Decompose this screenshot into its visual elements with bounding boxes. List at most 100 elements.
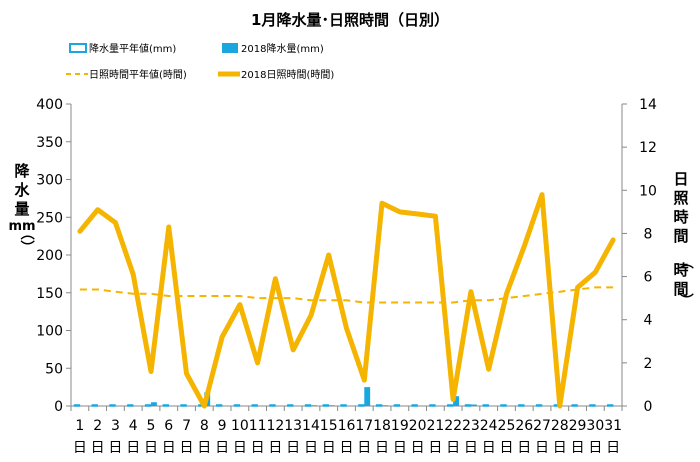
x-tick-suffix: 日: [535, 440, 549, 456]
bar-2018-precipitation: [364, 387, 370, 406]
x-tick-label: 10: [231, 418, 249, 434]
bar-2018-precipitation: [151, 402, 157, 406]
bar-normal-precipitation: [430, 405, 435, 406]
bar-normal-precipitation: [466, 405, 471, 406]
y-right-title-char: 日: [673, 170, 688, 188]
y-right-title-char: 照: [673, 189, 688, 207]
y-right-tick-label: 10: [639, 183, 657, 199]
bar-normal-precipitation: [394, 405, 399, 406]
x-tick-suffix: 日: [268, 440, 282, 456]
legend-swatch-2018-precipitation: [222, 43, 238, 53]
bar-normal-precipitation: [75, 405, 80, 406]
bar-normal-precipitation: [377, 405, 382, 406]
y-right-tick-label: 6: [644, 270, 653, 286]
x-tick-label: 17: [355, 418, 373, 434]
bar-2018-precipitation: [311, 405, 317, 406]
legend-label: 日照時間平年値(時間): [89, 68, 187, 81]
bar-normal-precipitation: [288, 405, 293, 406]
y-left-tick-label: 50: [45, 361, 63, 377]
x-axis-labels: 1日2日3日4日5日6日7日8日9日10日11日12日13日14日15日16日1…: [73, 418, 622, 456]
bar-normal-precipitation: [483, 405, 488, 406]
bar-normal-precipitation: [590, 405, 595, 406]
legend-label: 2018降水量(mm): [241, 42, 324, 55]
x-tick-suffix: 日: [606, 440, 620, 456]
y-right-title-char: 時: [673, 261, 688, 279]
x-tick-label: 2: [93, 418, 102, 434]
x-tick-label: 11: [249, 418, 267, 434]
x-tick-label: 28: [551, 418, 569, 434]
y-axis-right-title: 日照時間（時間）: [673, 170, 693, 307]
y-left-tick-label: 150: [36, 286, 63, 302]
x-tick-label: 23: [462, 418, 480, 434]
x-tick-suffix: 日: [571, 440, 585, 456]
legend-label: 2018日照時間(時間): [241, 69, 334, 81]
chart-title: 1月降水量･日照時間（日別）: [251, 11, 449, 29]
x-tick-label: 24: [480, 418, 498, 434]
x-tick-suffix: 日: [215, 440, 229, 456]
y-right-title-char: 時: [673, 208, 688, 226]
bar-2018-precipitation: [471, 404, 477, 406]
bar-normal-precipitation: [234, 405, 239, 406]
x-tick-suffix: 日: [446, 440, 460, 456]
x-tick-suffix: 日: [499, 440, 513, 456]
y-left-title-char: 水: [14, 181, 30, 199]
bar-2018-precipitation: [329, 405, 335, 406]
legend-swatch-normal-precipitation: [70, 44, 86, 52]
x-tick-suffix: 日: [411, 440, 425, 456]
x-tick-suffix: 日: [375, 440, 389, 456]
y-right-tick-label: 2: [644, 356, 653, 372]
x-tick-label: 22: [444, 418, 462, 434]
x-tick-label: 26: [515, 418, 533, 434]
x-tick-suffix: 日: [91, 440, 105, 456]
x-tick-suffix: 日: [482, 440, 496, 456]
x-tick-suffix: 日: [162, 440, 176, 456]
x-tick-label: 7: [182, 418, 191, 434]
x-tick-label: 27: [533, 418, 551, 434]
bar-normal-precipitation: [217, 405, 222, 406]
bar-normal-precipitation: [181, 405, 186, 406]
y-right-tick-label: 4: [644, 313, 653, 329]
x-tick-suffix: 日: [108, 440, 122, 456]
y-left-title-char: 降: [14, 162, 30, 180]
bar-normal-precipitation: [608, 405, 613, 406]
x-tick-label: 14: [302, 418, 320, 434]
y-left-tick-label: 400: [36, 97, 63, 113]
y-right-tick-label: 14: [639, 97, 657, 113]
x-tick-label: 30: [586, 418, 604, 434]
y-left-tick-label: 0: [54, 399, 63, 415]
x-tick-label: 20: [409, 418, 427, 434]
bar-normal-precipitation: [270, 405, 275, 406]
bars: [75, 387, 613, 406]
lines: [80, 195, 613, 407]
bar-normal-precipitation: [572, 405, 577, 406]
bar-normal-precipitation: [341, 405, 346, 406]
bar-normal-precipitation: [252, 405, 257, 406]
x-tick-suffix: 日: [286, 440, 300, 456]
x-tick-label: 19: [391, 418, 409, 434]
y-right-title-paren: ）: [677, 293, 693, 307]
bar-normal-precipitation: [323, 405, 328, 406]
x-tick-label: 13: [284, 418, 302, 434]
x-tick-label: 29: [569, 418, 587, 434]
x-tick-label: 3: [111, 418, 120, 434]
bar-normal-precipitation: [306, 405, 311, 406]
bar-normal-precipitation: [359, 405, 364, 406]
x-tick-label: 1: [75, 418, 84, 434]
x-tick-suffix: 日: [393, 440, 407, 456]
y-axis-left-title: 降水量（mm）: [8, 162, 35, 254]
bar-normal-precipitation: [110, 405, 115, 406]
y-left-tick-label: 200: [36, 248, 63, 264]
x-tick-suffix: 日: [73, 440, 87, 456]
x-tick-suffix: 日: [197, 440, 211, 456]
x-tick-label: 5: [147, 418, 156, 434]
y-right-tick-label: 0: [644, 399, 653, 415]
x-tick-suffix: 日: [322, 440, 336, 456]
bar-normal-precipitation: [501, 405, 506, 406]
x-tick-suffix: 日: [553, 440, 567, 456]
bar-normal-precipitation: [537, 405, 542, 406]
y-left-title-paren: ）: [18, 240, 34, 254]
x-tick-suffix: 日: [428, 440, 442, 456]
x-tick-label: 16: [338, 418, 356, 434]
y-left-tick-label: 300: [36, 173, 63, 189]
